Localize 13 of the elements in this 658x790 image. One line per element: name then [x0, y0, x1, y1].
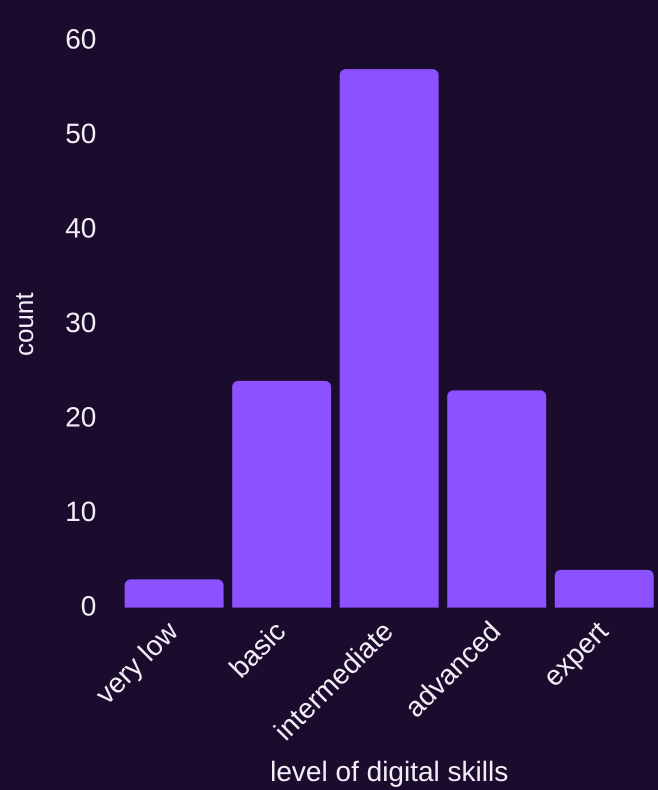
bar	[124, 579, 224, 608]
y-tick-label: 30	[65, 306, 96, 338]
y-axis-title: count	[8, 292, 39, 356]
bar	[554, 570, 654, 608]
bar	[232, 380, 332, 608]
y-tick-label: 20	[65, 401, 96, 432]
bar	[340, 69, 439, 608]
y-tick-label: 50	[65, 118, 96, 149]
bar	[447, 390, 546, 608]
y-tick-label: 10	[65, 496, 96, 527]
y-tick-label: 60	[65, 24, 96, 55]
x-axis-title: level of digital skills	[270, 756, 508, 787]
y-tick-label: 40	[65, 212, 96, 244]
